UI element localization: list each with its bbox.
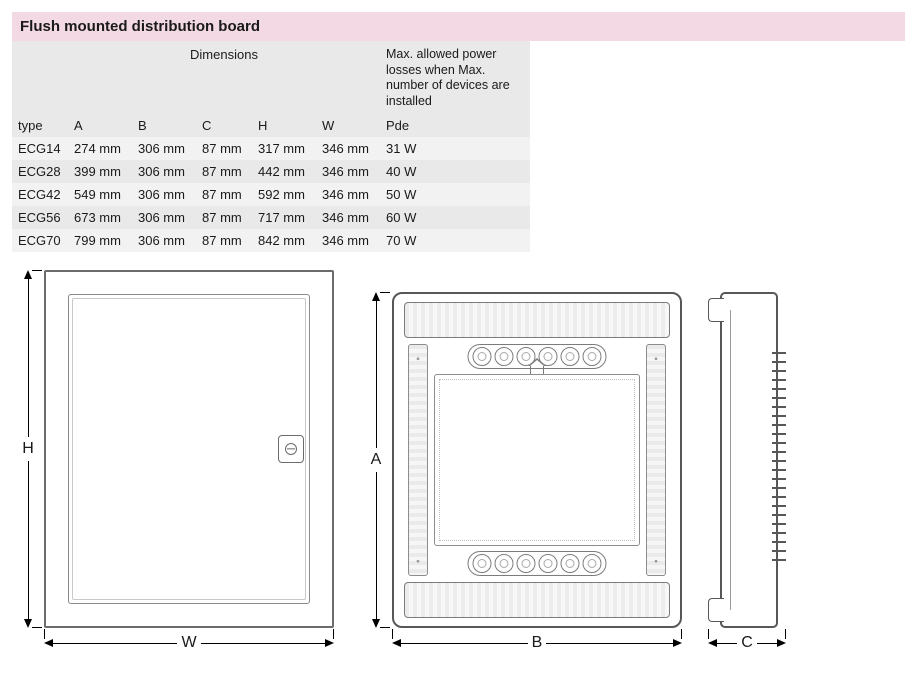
cell-c: 87 mm [196, 229, 252, 252]
cell-c: 87 mm [196, 137, 252, 160]
cell-pde: 60 W [380, 206, 530, 229]
cell-w: 346 mm [316, 206, 380, 229]
din-rail-right [646, 344, 666, 576]
dim-label-b: B [528, 632, 547, 654]
module-window [434, 374, 640, 546]
cell-c: 87 mm [196, 160, 252, 183]
table-row: ECG28399 mm306 mm87 mm442 mm346 mm40 W [12, 160, 530, 183]
col-a: A [68, 114, 132, 137]
drawing-inside: A B [360, 292, 682, 658]
cell-type: ECG70 [12, 229, 68, 252]
cell-pde: 50 W [380, 183, 530, 206]
cell-b: 306 mm [132, 183, 196, 206]
cell-h: 842 mm [252, 229, 316, 252]
dim-label-c: C [737, 632, 757, 654]
din-rail-left [408, 344, 428, 576]
table-row: ECG56673 mm306 mm87 mm717 mm346 mm60 W [12, 206, 530, 229]
drawing-side: C [708, 292, 786, 658]
page-title: Flush mounted distribution board [12, 12, 905, 41]
knockout-row-bottom [468, 551, 607, 576]
table-row: ECG14274 mm306 mm87 mm317 mm346 mm31 W [12, 137, 530, 160]
cell-type: ECG56 [12, 206, 68, 229]
table-row: ECG42549 mm306 mm87 mm592 mm346 mm50 W [12, 183, 530, 206]
cell-h: 717 mm [252, 206, 316, 229]
cell-h: 317 mm [252, 137, 316, 160]
dim-a-vertical: A [360, 292, 392, 628]
col-b: B [132, 114, 196, 137]
col-h: H [252, 114, 316, 137]
cell-a: 274 mm [68, 137, 132, 160]
door-frame [68, 294, 310, 604]
side-ribs [772, 352, 786, 568]
dim-label-a: A [369, 448, 384, 472]
cell-b: 306 mm [132, 229, 196, 252]
cell-w: 346 mm [316, 229, 380, 252]
spec-table: type Dimensions Max. allowed power losse… [12, 41, 530, 252]
flange-bottom [404, 582, 670, 618]
cell-w: 346 mm [316, 137, 380, 160]
cell-type: ECG28 [12, 160, 68, 183]
cell-b: 306 mm [132, 160, 196, 183]
dim-w-horizontal: W [44, 628, 334, 658]
cell-pde: 40 W [380, 160, 530, 183]
col-type: type [12, 41, 68, 137]
dim-b-horizontal: B [392, 628, 682, 658]
open-enclosure-panel [392, 292, 682, 628]
cell-a: 673 mm [68, 206, 132, 229]
drawing-front: H W [12, 270, 334, 658]
cell-pde: 70 W [380, 229, 530, 252]
cell-a: 799 mm [68, 229, 132, 252]
flange-top [404, 302, 670, 338]
table-row: ECG70799 mm306 mm87 mm842 mm346 mm70 W [12, 229, 530, 252]
cell-h: 592 mm [252, 183, 316, 206]
col-c: C [196, 114, 252, 137]
cell-a: 399 mm [68, 160, 132, 183]
cell-type: ECG42 [12, 183, 68, 206]
cell-b: 306 mm [132, 137, 196, 160]
col-pde-sub: Pde [380, 114, 530, 137]
dim-label-w: W [177, 632, 200, 654]
dim-h-vertical: H [12, 270, 44, 628]
dim-label-h: H [20, 437, 36, 461]
technical-drawings: H W A [12, 270, 905, 658]
col-pde: Max. allowed power losses when Max. numb… [380, 41, 530, 114]
cell-h: 442 mm [252, 160, 316, 183]
cell-w: 346 mm [316, 160, 380, 183]
cell-pde: 31 W [380, 137, 530, 160]
cell-b: 306 mm [132, 206, 196, 229]
cell-type: ECG14 [12, 137, 68, 160]
col-dimensions: Dimensions [68, 41, 380, 114]
front-door-panel [44, 270, 334, 628]
cell-c: 87 mm [196, 183, 252, 206]
side-view-panel [708, 292, 786, 628]
dim-c-horizontal: C [708, 628, 786, 658]
door-latch-icon [278, 435, 304, 463]
cell-w: 346 mm [316, 183, 380, 206]
cell-c: 87 mm [196, 206, 252, 229]
col-w: W [316, 114, 380, 137]
cell-a: 549 mm [68, 183, 132, 206]
